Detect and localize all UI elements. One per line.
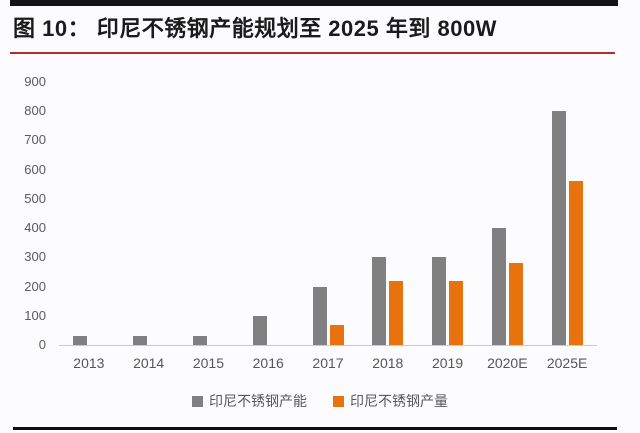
top-rule xyxy=(10,0,618,6)
legend-label: 印尼不锈钢产能 xyxy=(209,393,307,409)
y-axis-tick-label: 300 xyxy=(24,249,46,265)
y-axis-tick-label: 800 xyxy=(24,103,46,119)
bar-印尼不锈钢产能-2014 xyxy=(133,336,148,345)
bar-印尼不锈钢产能-2018 xyxy=(372,257,387,345)
legend-swatch xyxy=(192,395,203,407)
y-axis-tick-label: 900 xyxy=(24,74,46,89)
y-axis-tick-label: 600 xyxy=(24,161,46,177)
y-axis-tick-label: 500 xyxy=(24,190,46,206)
bar-印尼不锈钢产量-2017 xyxy=(329,324,344,345)
x-axis-tick-label: 2017 xyxy=(312,355,344,371)
y-axis-tick-label: 0 xyxy=(38,337,46,352)
bar-印尼不锈钢产量-2019 xyxy=(449,280,464,345)
legend-item: 印尼不锈钢产量 xyxy=(333,391,448,411)
title-underline xyxy=(10,52,615,54)
legend-label: 印尼不锈钢产量 xyxy=(350,393,448,409)
bar-印尼不锈钢产量-2025E xyxy=(568,181,583,345)
x-axis-tick-label: 2018 xyxy=(372,355,404,371)
legend-item: 印尼不锈钢产能 xyxy=(192,391,307,411)
x-axis-tick-label: 2015 xyxy=(192,355,225,371)
legend-swatch xyxy=(333,395,344,407)
y-axis-tick-label: 400 xyxy=(24,220,46,236)
x-axis-tick-label: 2025E xyxy=(546,355,588,371)
y-axis-tick-label: 100 xyxy=(24,307,46,323)
x-axis-tick-label: 2019 xyxy=(431,355,464,371)
x-axis-tick-label: 2014 xyxy=(133,355,165,371)
bar-印尼不锈钢产量-2020E xyxy=(508,263,523,345)
bar-印尼不锈钢产能-2015 xyxy=(192,336,207,345)
bar-印尼不锈钢产能-2020E xyxy=(491,228,506,345)
bar-印尼不锈钢产能-2017 xyxy=(312,286,327,345)
x-axis-tick-label: 2020E xyxy=(487,355,528,371)
bar-印尼不锈钢产量-2018 xyxy=(389,280,404,345)
chart-legend: 印尼不锈钢产能 印尼不锈钢产量 xyxy=(0,391,640,411)
y-axis-tick-label: 700 xyxy=(24,132,46,148)
bar-印尼不锈钢产能-2013 xyxy=(73,336,88,345)
x-axis-line xyxy=(59,345,597,346)
x-axis-tick-label: 2013 xyxy=(73,355,105,371)
bar-印尼不锈钢产能-2025E xyxy=(551,111,566,345)
figure-title: 图 10： 印尼不锈钢产能规划至 2025 年到 800W xyxy=(13,16,497,41)
bar-印尼不锈钢产能-2019 xyxy=(432,257,447,345)
x-axis-tick-label: 2016 xyxy=(252,355,284,371)
bar-印尼不锈钢产能-2016 xyxy=(252,315,267,345)
y-axis-tick-label: 200 xyxy=(24,278,46,294)
footer-rule xyxy=(13,427,617,430)
